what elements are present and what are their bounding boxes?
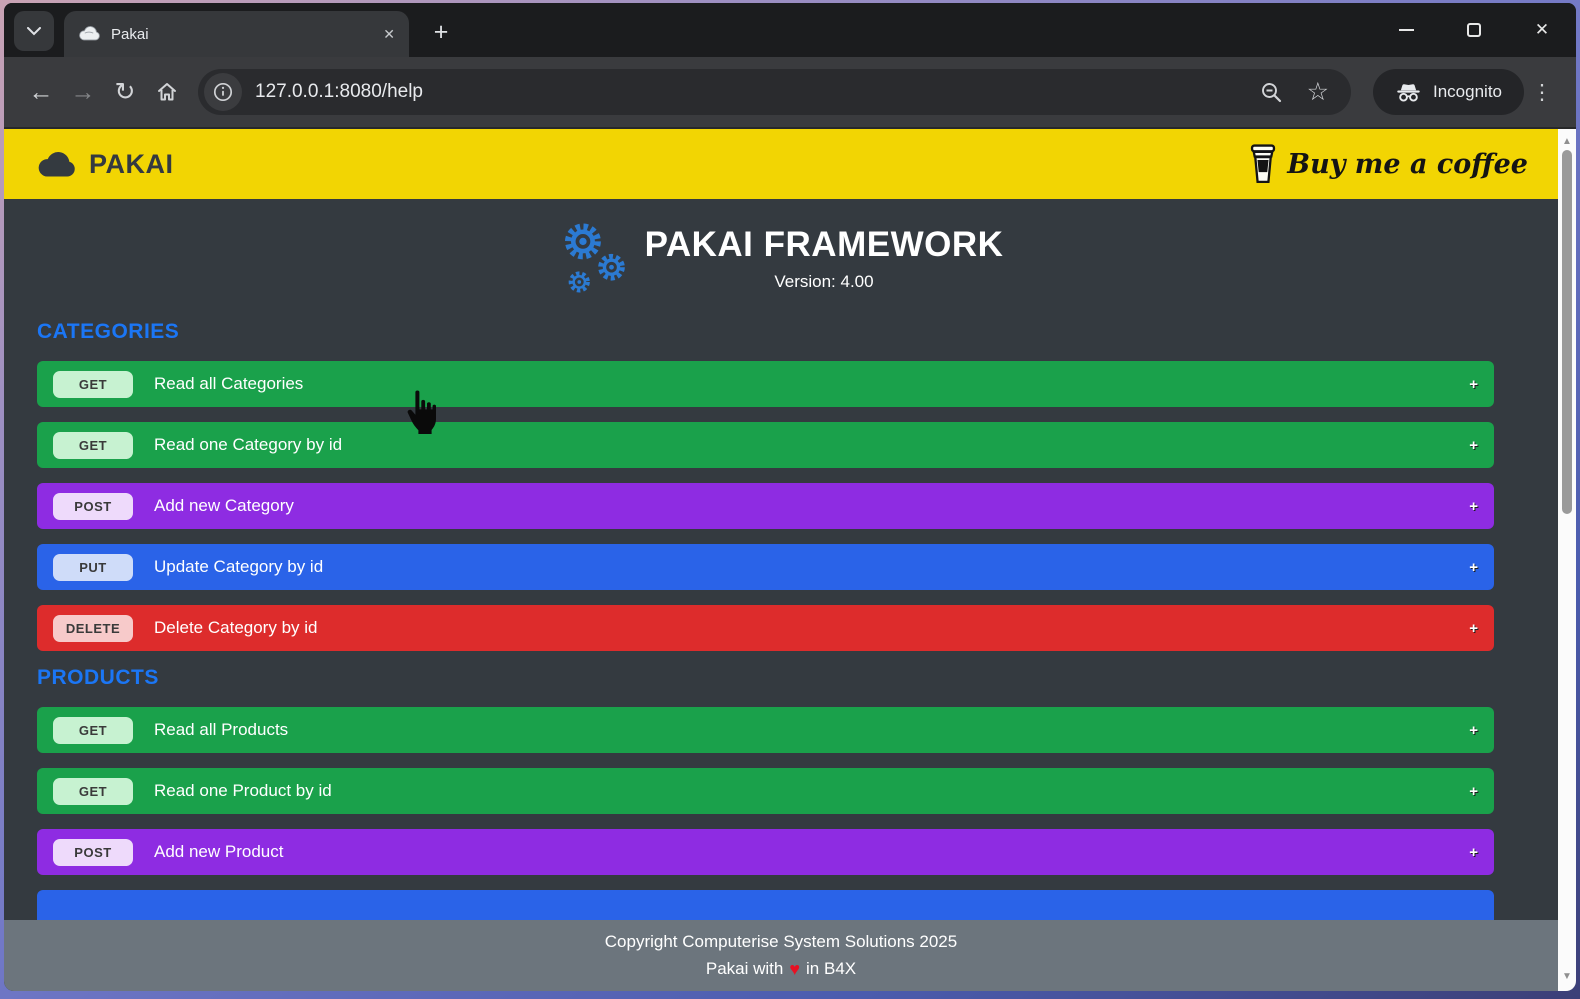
tab-search-button[interactable]: [14, 11, 54, 51]
endpoint-label: Read one Category by id: [154, 435, 343, 454]
expand-icon[interactable]: +: [1469, 843, 1478, 861]
browser-titlebar: Pakai ✕ + ✕: [4, 3, 1576, 57]
heart-icon: ♥: [789, 958, 801, 979]
made-with-suffix: in B4X: [806, 959, 857, 978]
minimize-button[interactable]: [1372, 3, 1440, 57]
made-with-text: Pakai with ♥ in B4X: [706, 959, 856, 980]
scroll-up-icon[interactable]: ▲: [1562, 136, 1572, 147]
api-endpoint-row[interactable]: GET Read all Categories +: [37, 361, 1494, 407]
back-button[interactable]: ←: [28, 77, 54, 106]
expand-icon[interactable]: +: [1469, 436, 1478, 454]
menu-button[interactable]: ⋮: [1531, 80, 1553, 104]
version-text: Version: 4.00: [774, 271, 874, 291]
method-badge: GET: [53, 716, 133, 744]
vertical-scrollbar[interactable]: ▲ ▼: [1558, 129, 1576, 991]
bmc-label: Buy me a coffee: [1287, 148, 1528, 180]
browser-toolbar: ← → ↻ 127.0.0.1:8080/help: [4, 57, 1576, 129]
browser-viewport: PAKAI Buy me a coffee: [4, 129, 1576, 991]
page-title: PAKAI FRAMEWORK: [644, 224, 1004, 264]
endpoint-label: Add new Category: [154, 496, 294, 515]
api-endpoint-row[interactable]: GET Read one Product by id +: [37, 768, 1494, 814]
site-brand[interactable]: PAKAI: [36, 149, 174, 180]
minimize-icon: [1398, 29, 1414, 31]
method-badge: PUT: [53, 553, 133, 581]
gears-icon: [564, 223, 625, 293]
site-header: PAKAI Buy me a coffee: [4, 129, 1558, 199]
endpoint-label: Read one Product by id: [154, 781, 332, 800]
bookmark-star-icon[interactable]: ☆: [1306, 78, 1329, 106]
incognito-label: Incognito: [1433, 82, 1502, 101]
browser-tab-pakai[interactable]: Pakai ✕: [64, 11, 409, 57]
section-title: PRODUCTS: [37, 666, 159, 689]
maximize-button[interactable]: [1440, 3, 1508, 57]
endpoint-label: Add new Product: [154, 842, 284, 861]
incognito-badge[interactable]: Incognito: [1373, 69, 1524, 115]
method-badge: GET: [53, 370, 133, 398]
method-badge: POST: [53, 838, 133, 866]
expand-icon[interactable]: +: [1469, 619, 1478, 637]
home-icon: [158, 83, 176, 101]
maximize-icon: [1467, 23, 1481, 37]
info-icon: [213, 82, 233, 102]
scrollbar-thumb[interactable]: [1562, 150, 1572, 514]
site-info-button[interactable]: [204, 73, 242, 111]
endpoint-label: Update Category by id: [154, 557, 324, 576]
close-button[interactable]: ✕: [1534, 20, 1550, 39]
brand-label: PAKAI: [89, 148, 174, 179]
forward-button[interactable]: →: [70, 77, 96, 106]
api-sections: CATEGORIES GET Read all Categories + GET Read…: [4, 301, 1558, 936]
tab-title: Pakai: [111, 25, 149, 43]
section-title: CATEGORIES: [37, 320, 180, 343]
cloud-logo-icon: [38, 151, 75, 176]
method-badge: DELETE: [53, 614, 133, 642]
coffee-cup-icon: [1251, 144, 1276, 184]
scroll-down-icon[interactable]: ▼: [1562, 971, 1572, 982]
buy-me-a-coffee-button[interactable]: Buy me a coffee: [1248, 143, 1528, 185]
api-endpoint-row[interactable]: PUT Update Category by id +: [37, 544, 1494, 590]
method-badge: GET: [53, 777, 133, 805]
endpoint-label: Delete Category by id: [154, 618, 318, 637]
url-text[interactable]: 127.0.0.1:8080/help: [255, 81, 423, 102]
expand-icon[interactable]: +: [1469, 782, 1478, 800]
method-badge: GET: [53, 431, 133, 459]
cloud-favicon-icon: [79, 26, 100, 41]
new-tab-button[interactable]: +: [433, 17, 449, 46]
window-controls: ✕: [1372, 3, 1576, 57]
endpoint-label: Read all Products: [154, 720, 289, 739]
page-content: PAKAI Buy me a coffee: [4, 129, 1558, 991]
zoom-out-icon[interactable]: [1260, 81, 1283, 104]
tab-close-icon[interactable]: ✕: [383, 25, 395, 42]
endpoint-label: Read all Categories: [154, 374, 304, 393]
api-endpoint-row[interactable]: DELETE Delete Category by id +: [37, 605, 1494, 651]
expand-icon[interactable]: +: [1469, 558, 1478, 576]
api-endpoint-row[interactable]: POST Add new Category +: [37, 483, 1494, 529]
chevron-down-icon: [27, 26, 41, 35]
api-endpoint-row[interactable]: GET Read all Products +: [37, 707, 1494, 753]
api-endpoint-row[interactable]: POST Add new Product +: [37, 829, 1494, 875]
expand-icon[interactable]: +: [1469, 721, 1478, 739]
home-button[interactable]: [146, 71, 188, 113]
hero: PAKAI FRAMEWORK Version: 4.00: [4, 199, 1558, 301]
browser-window: Pakai ✕ + ✕ ← → ↻: [4, 3, 1576, 991]
incognito-icon: [1397, 83, 1420, 102]
address-bar[interactable]: 127.0.0.1:8080/help ☆: [198, 69, 1351, 115]
api-endpoint-row[interactable]: GET Read one Category by id +: [37, 422, 1494, 468]
expand-icon[interactable]: +: [1469, 375, 1478, 393]
expand-icon[interactable]: +: [1469, 497, 1478, 515]
site-footer: Copyright Computerise System Solutions 2…: [4, 920, 1558, 991]
address-bar-actions: ☆: [1260, 77, 1343, 107]
reload-button[interactable]: ↻: [114, 78, 136, 106]
method-badge: POST: [53, 492, 133, 520]
copyright-text: Copyright Computerise System Solutions 2…: [604, 931, 958, 951]
made-with-prefix: Pakai with: [705, 959, 784, 978]
